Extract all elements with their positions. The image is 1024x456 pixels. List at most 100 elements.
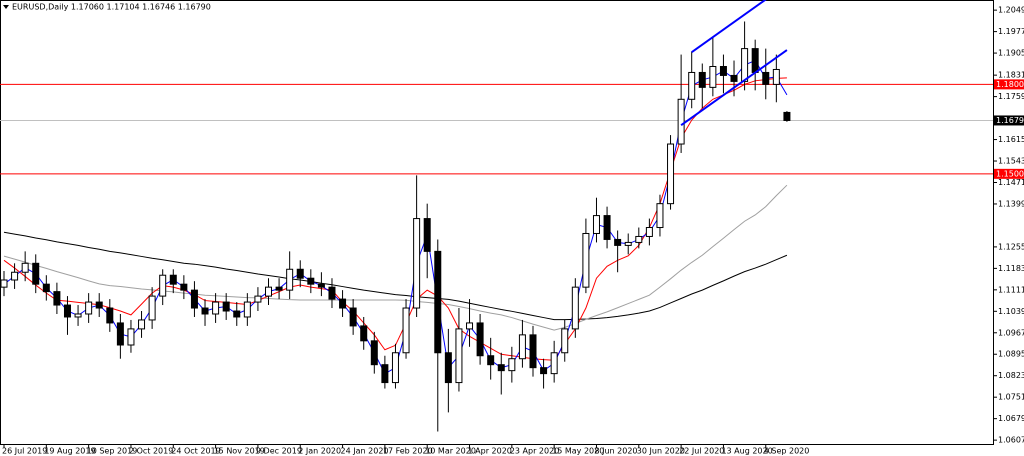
candle: [709, 36, 717, 97]
y-tick-label: 1.18310: [998, 71, 1024, 80]
y-tick-label: 1.16150: [998, 135, 1024, 144]
candle: [275, 278, 283, 300]
y-tick-label: 1.09670: [998, 328, 1024, 337]
x-tick-label: 24 Jan 2020: [341, 447, 389, 456]
menu-arrow[interactable]: [3, 5, 9, 9]
candle-body: [391, 352, 399, 384]
moving-average-line: [3, 231, 788, 321]
candle-body: [307, 277, 315, 285]
candle: [222, 293, 230, 320]
candle-body: [688, 71, 696, 100]
y-tick-label: 1.08950: [998, 350, 1024, 359]
candle-body: [741, 48, 749, 82]
candle-body: [169, 274, 177, 285]
candle-body: [508, 358, 516, 372]
candle: [349, 299, 357, 335]
candle: [243, 293, 251, 326]
x-tick-label: 2 Jan 2020: [298, 447, 341, 456]
x-tick-label: 19 Aug 2019: [44, 447, 95, 456]
price-label: 1.15000: [996, 169, 1024, 178]
candle-body: [222, 301, 230, 312]
candle-body: [11, 271, 19, 281]
candle: [762, 48, 770, 100]
candle-body: [783, 111, 791, 121]
candle: [540, 358, 548, 389]
candle: [677, 54, 685, 153]
y-tick-label: 1.14710: [998, 178, 1024, 187]
candle-body: [95, 301, 103, 309]
candle-body: [317, 283, 325, 288]
candle: [402, 299, 410, 359]
candle-body: [571, 286, 579, 330]
y-tick-label: 1.08230: [998, 371, 1024, 380]
candle-body: [656, 203, 664, 229]
candle: [635, 227, 643, 249]
candle-body: [561, 328, 569, 354]
candle-body: [645, 227, 653, 237]
x-tick-label: 24 Oct 2019: [171, 447, 220, 456]
candle: [698, 63, 706, 109]
candle: [561, 319, 569, 362]
candle: [444, 328, 452, 413]
candle-body: [180, 283, 188, 291]
candle: [466, 299, 474, 347]
candle: [455, 308, 463, 392]
trend-line: [680, 49, 788, 127]
plot: [0, 0, 993, 432]
candle-body: [497, 364, 505, 372]
candle: [32, 254, 40, 294]
x-tick-label: 1 Apr 2020: [468, 447, 512, 456]
candle-body: [455, 328, 463, 384]
candle: [74, 305, 82, 326]
candle: [381, 355, 389, 389]
candle: [85, 293, 93, 323]
x-tick-label: 8 Jun 2020: [594, 447, 637, 456]
candle-body: [550, 352, 558, 375]
candle-body: [212, 301, 220, 315]
candle-body: [127, 328, 135, 346]
candle-body: [698, 71, 706, 88]
candle-body: [116, 322, 124, 346]
x-tick-label: 30 Jun 2020: [637, 447, 685, 456]
candle: [497, 352, 505, 395]
candle: [169, 269, 177, 294]
candle: [95, 293, 103, 317]
candle-body: [339, 298, 347, 309]
candle-body: [201, 307, 209, 315]
candle-body: [360, 325, 368, 342]
candle: [296, 260, 304, 288]
candle: [719, 54, 727, 94]
candle: [645, 218, 653, 246]
current-price-label: 1.16790: [996, 116, 1024, 125]
candle-body: [751, 48, 759, 73]
x-tick-label: 26 Jul 2019: [2, 447, 47, 456]
candle: [63, 296, 71, 335]
y-tick-label: 1.07510: [998, 393, 1024, 402]
candle: [286, 251, 294, 300]
candle-body: [42, 283, 50, 293]
candle: [106, 299, 114, 332]
candle: [53, 282, 61, 314]
y-tick-label: 1.17590: [998, 92, 1024, 101]
candle-body: [624, 241, 632, 246]
y-tick-label: 1.06790: [998, 414, 1024, 423]
y-tick-label: 1.11830: [998, 264, 1024, 273]
candle-body: [381, 364, 389, 384]
candle-body: [233, 310, 241, 318]
candle-body: [159, 274, 167, 297]
candle-body: [190, 289, 198, 309]
candle: [254, 287, 262, 312]
candle-body: [540, 367, 548, 375]
candle: [783, 111, 791, 122]
candle: [508, 346, 516, 383]
candle-body: [0, 279, 8, 288]
candle-body: [275, 286, 283, 291]
candle: [413, 175, 421, 317]
candle-body: [614, 238, 622, 246]
x-tick-label: 17 Feb 2020: [383, 447, 433, 456]
x-tick-label: 22 Jul 2020: [679, 447, 724, 456]
y-tick-label: 1.11110: [998, 285, 1024, 294]
y-tick-label: 1.19770: [998, 27, 1024, 36]
